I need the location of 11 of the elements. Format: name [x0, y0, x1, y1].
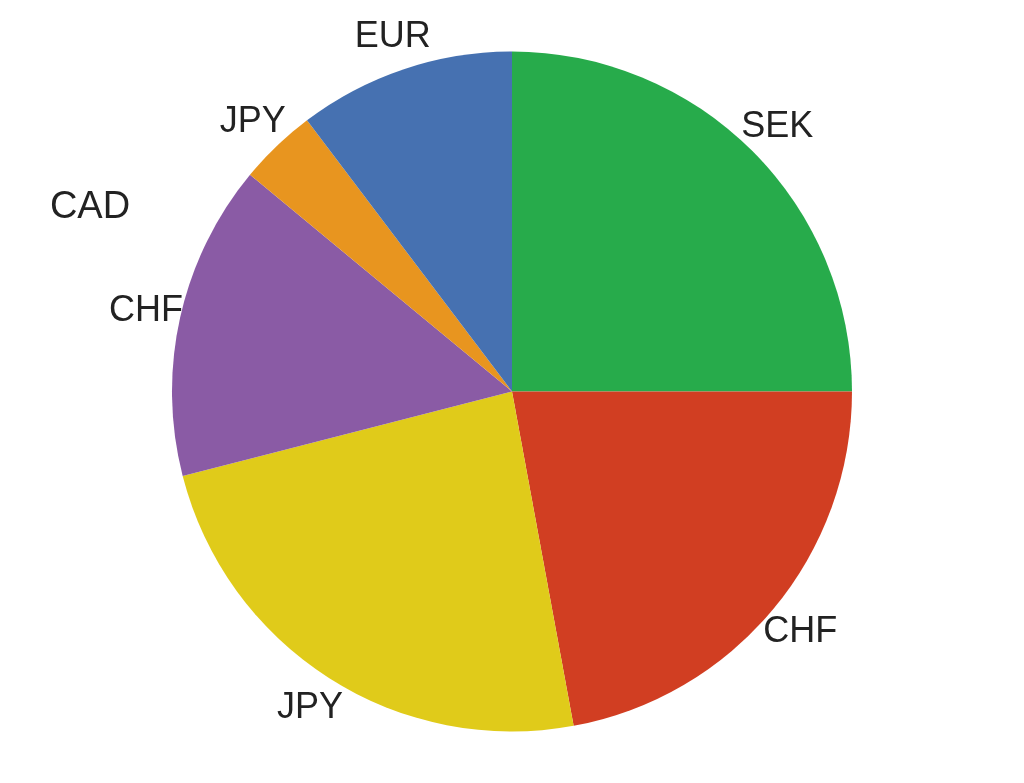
- slice-label: JPY: [219, 98, 286, 140]
- pie-slice: [512, 391, 852, 726]
- slice-label: JPY: [277, 685, 344, 727]
- pie-slice: [307, 51, 512, 392]
- slice-label: SEK: [741, 104, 814, 146]
- pie-slice: [182, 391, 574, 731]
- slice-label: CHF: [763, 609, 838, 651]
- text: CAD: [49, 184, 131, 226]
- slice-label: CHF: [109, 287, 184, 329]
- pie-slice: [512, 51, 852, 392]
- slice-label: EUR: [354, 13, 431, 55]
